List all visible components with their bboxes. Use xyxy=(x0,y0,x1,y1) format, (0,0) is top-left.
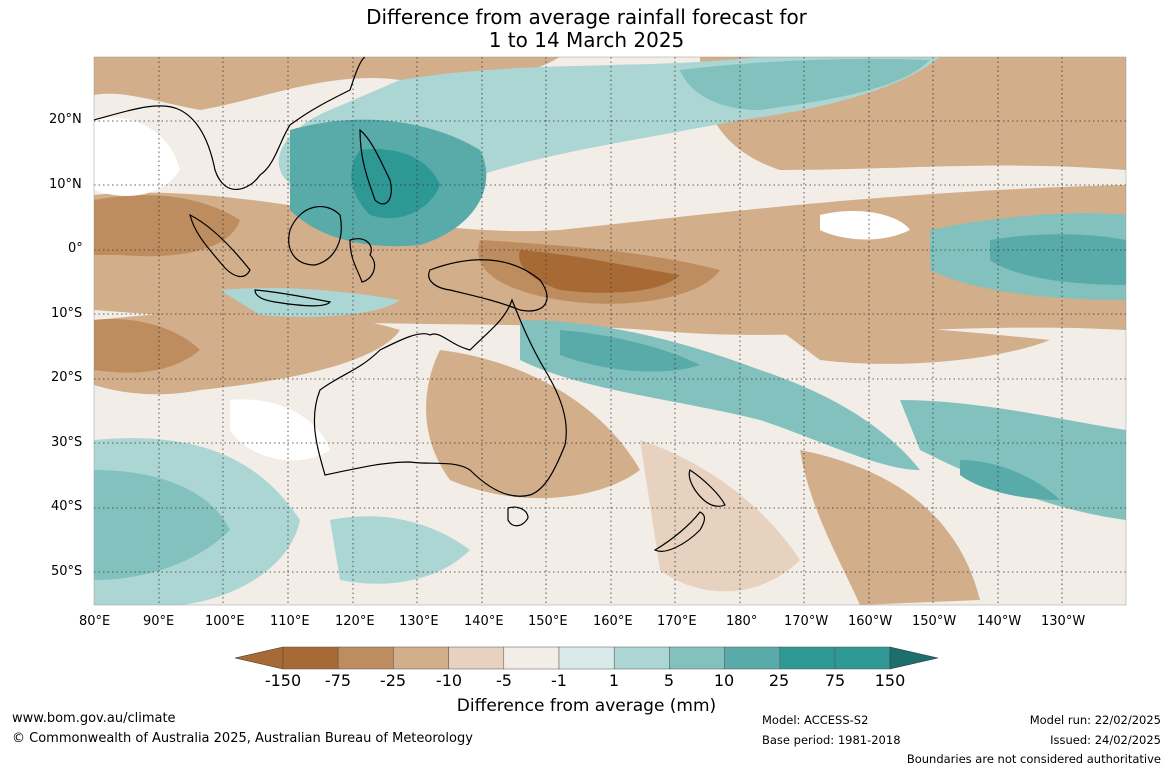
coastlines xyxy=(93,56,726,552)
x-tick-label: 150°E xyxy=(528,614,568,629)
model-run-date: Model run: 22/02/2025 xyxy=(1029,713,1161,727)
x-tick-label: 130°E xyxy=(399,614,439,629)
colorbar-left-arrow xyxy=(234,646,284,670)
colorbar-tick-label: 1 xyxy=(608,671,620,690)
colorbar-tick-label: -5 xyxy=(496,671,512,690)
y-tick-label: 20°S xyxy=(51,370,83,385)
colorbar-tick-label: 25 xyxy=(768,671,790,690)
asia-coastline xyxy=(93,56,366,190)
colorbar-swatch xyxy=(448,646,505,670)
new-zealand-north-coastline xyxy=(688,469,726,507)
map-frame xyxy=(93,56,1127,606)
x-tick-label: 160°E xyxy=(593,614,633,629)
x-tick-label: 100°E xyxy=(205,614,245,629)
colorbar-tick-label: -1 xyxy=(551,671,567,690)
colorbar-swatch xyxy=(337,646,394,670)
colorbar-tick-label: -25 xyxy=(379,671,407,690)
sulawesi-coastline xyxy=(349,238,376,283)
y-tick-label: 40°S xyxy=(51,499,83,514)
y-tick-label: 30°S xyxy=(51,435,83,450)
x-tick-label: 140°W xyxy=(977,614,1022,629)
model-name: Model: ACCESS-S2 xyxy=(762,713,869,727)
sumatra-coastline xyxy=(189,213,251,278)
colorbar-tick-label: 75 xyxy=(824,671,846,690)
colorbar-tick-label: 150 xyxy=(874,671,906,690)
base-period: Base period: 1981-2018 xyxy=(762,733,901,747)
y-tick-label: 10°N xyxy=(49,177,82,192)
graticule xyxy=(94,57,1126,605)
x-tick-label: 110°E xyxy=(270,614,310,629)
colorbar-swatch xyxy=(393,646,449,670)
java-coastline xyxy=(254,289,332,307)
borneo-coastline xyxy=(288,206,342,266)
x-tick-label: 170°W xyxy=(784,614,829,629)
colorbar-tick-label: 10 xyxy=(713,671,735,690)
x-tick-label: 140°E xyxy=(464,614,504,629)
colorbar-swatch xyxy=(282,646,339,670)
x-tick-label: 90°E xyxy=(143,614,175,629)
colorbar-tick-label: -10 xyxy=(435,671,463,690)
x-tick-label: 120°E xyxy=(335,614,375,629)
y-tick-label: 50°S xyxy=(51,564,83,579)
colorbar xyxy=(234,646,939,670)
colorbar-right-arrow xyxy=(889,646,939,670)
boundaries-disclaimer: Boundaries are not considered authoritat… xyxy=(906,752,1161,766)
x-tick-label: 160°W xyxy=(848,614,893,629)
australia-coastline xyxy=(313,298,567,497)
colorbar-swatch xyxy=(669,646,725,670)
colorbar-tick-label: -150 xyxy=(264,671,302,690)
colorbar-label: Difference from average (mm) xyxy=(456,696,717,716)
chart-title-line-2: 1 to 14 March 2025 xyxy=(488,28,685,52)
colorbar-tick-label: 5 xyxy=(663,671,675,690)
x-tick-label: 80°E xyxy=(79,614,111,629)
chart-title-line-1: Difference from average rainfall forecas… xyxy=(366,5,807,29)
copyright-notice: © Commonwealth of Australia 2025, Austra… xyxy=(12,731,473,746)
colorbar-swatch xyxy=(779,646,836,670)
rainfall-field xyxy=(94,57,1126,605)
colorbar-swatch xyxy=(834,646,891,670)
new-guinea-coastline xyxy=(428,259,548,312)
philippines-coastline xyxy=(359,128,392,205)
x-tick-label: 180° xyxy=(726,614,758,629)
y-tick-label: 0° xyxy=(68,241,83,256)
issued-date: Issued: 24/02/2025 xyxy=(1050,733,1161,747)
y-tick-label: 20°N xyxy=(49,112,82,127)
website-link[interactable]: www.bom.gov.au/climate xyxy=(12,711,176,726)
x-tick-label: 170°E xyxy=(657,614,697,629)
x-tick-label: 150°W xyxy=(912,614,957,629)
colorbar-swatch xyxy=(724,646,781,670)
new-zealand-south-coastline xyxy=(653,511,706,552)
colorbar-tick-label: -75 xyxy=(324,671,352,690)
x-tick-label: 130°W xyxy=(1041,614,1086,629)
colorbar-swatch xyxy=(558,646,615,670)
tasmania-coastline xyxy=(507,506,529,527)
colorbar-swatch xyxy=(613,646,670,670)
y-tick-label: 10°S xyxy=(51,306,83,321)
colorbar-swatch xyxy=(503,646,560,670)
